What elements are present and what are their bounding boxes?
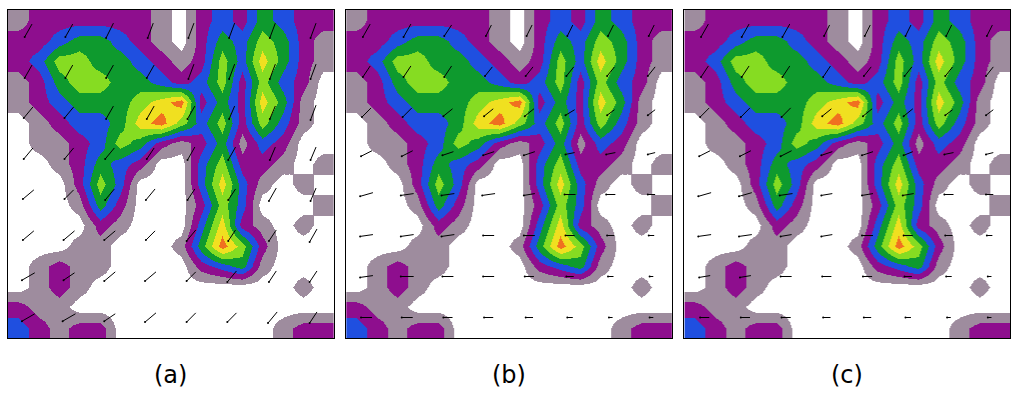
svg-text:(a): (a) (154, 361, 187, 389)
svg-text:(c): (c) (831, 361, 863, 389)
svg-text:(b): (b) (492, 361, 526, 389)
